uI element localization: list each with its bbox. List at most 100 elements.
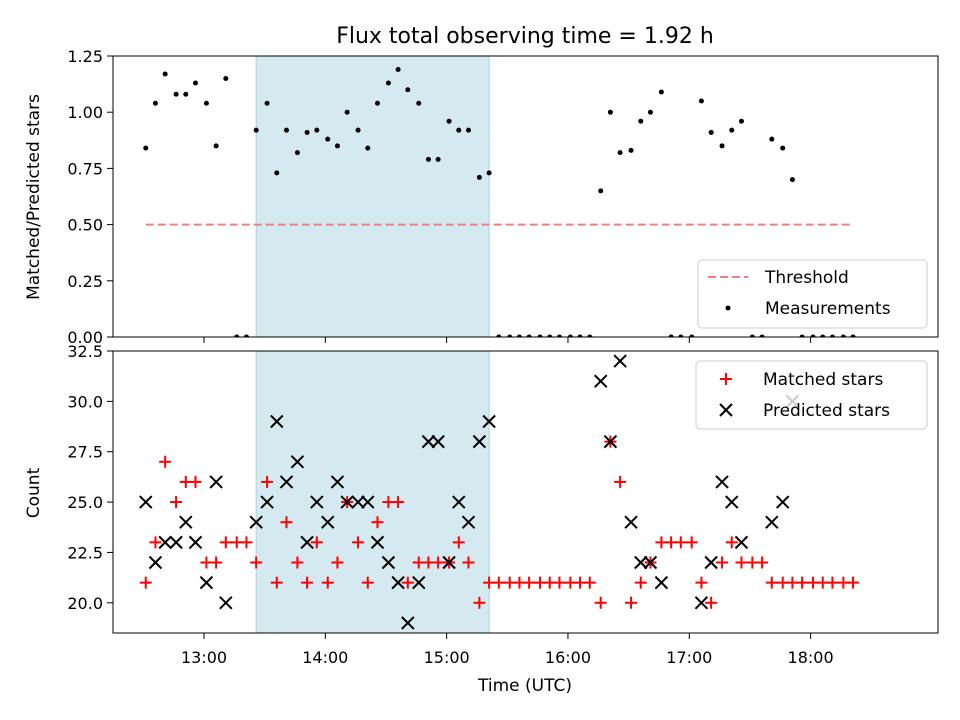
- measurements-point: [243, 334, 249, 337]
- matched-stars-point: [725, 536, 738, 549]
- legend-bottom-frame: [695, 360, 928, 430]
- predicted-stars-point: [270, 414, 284, 429]
- measurements-point: [283, 127, 289, 133]
- matched-stars-point: [371, 516, 384, 529]
- top-plot-area: [143, 66, 856, 337]
- measurements-point: [274, 170, 280, 176]
- bottom-axes-frame: [112, 350, 939, 634]
- bottom-x-tick-label: 16:00: [545, 648, 591, 667]
- matched-stars-point: [674, 536, 687, 549]
- predicted-stars-point: [412, 575, 426, 590]
- measurements-point: [253, 127, 259, 133]
- predicted-stars-point: [158, 535, 172, 550]
- measurements-point: [213, 143, 219, 149]
- matched-stars-point: [139, 576, 152, 589]
- legend-matched-swatch: [720, 373, 732, 385]
- predicted-stars-point: [715, 475, 729, 489]
- predicted-stars-point: [704, 555, 718, 570]
- predicted-stars-point: [381, 555, 396, 570]
- bottom-x-tick-label: 14:00: [302, 648, 348, 667]
- measurements-point: [658, 89, 664, 95]
- predicted-stars-point: [169, 535, 183, 550]
- predicted-stars-point: [603, 434, 618, 449]
- matched-stars-point: [634, 576, 647, 589]
- measurements-point: [355, 127, 361, 133]
- top-y-tick-label: 0.50: [67, 216, 103, 235]
- measurements-point: [749, 334, 755, 337]
- legend-predicted-label: Predicted stars: [763, 401, 890, 421]
- measurements-point: [304, 129, 310, 135]
- predicted-stars-point: [260, 495, 274, 509]
- measurements-point: [850, 334, 856, 337]
- measurements-point: [486, 170, 492, 176]
- measurements-point: [810, 334, 816, 337]
- measurements-point: [496, 334, 502, 337]
- top-y-axis-label: Matched/Predicted stars: [24, 94, 44, 300]
- measurements-point: [193, 80, 198, 86]
- predicted-stars-point: [188, 535, 203, 550]
- measurements-point: [698, 98, 704, 104]
- x-axis-label: Time (UTC): [477, 676, 572, 696]
- predicted-stars-point: [321, 515, 335, 529]
- measurements-point: [385, 80, 391, 86]
- measurements-point: [183, 91, 189, 97]
- measurements-point: [223, 75, 229, 81]
- matched-stars-point: [523, 576, 536, 589]
- predicted-stars-point: [634, 555, 648, 570]
- measurements-point: [647, 109, 653, 115]
- matched-stars-point: [473, 596, 486, 609]
- predicted-stars-point: [209, 475, 223, 489]
- matched-stars-point: [765, 576, 778, 589]
- matched-stars-point: [695, 576, 708, 589]
- matched-stars-point: [392, 496, 405, 509]
- measurements-point: [143, 145, 149, 151]
- bottom-y-tick-label: 20.0: [67, 594, 103, 613]
- measurements-point: [294, 150, 300, 156]
- bottom-observing-span-shade: [255, 350, 490, 634]
- measurements-point: [173, 91, 179, 97]
- predicted-stars-point: [624, 515, 638, 529]
- measurements-point: [507, 334, 513, 337]
- measurements-point: [152, 100, 158, 106]
- matched-stars-point: [432, 556, 445, 569]
- measurements-point: [264, 100, 270, 106]
- predicted-stars-point: [472, 434, 487, 449]
- predicted-stars-point: [361, 495, 375, 509]
- predicted-stars-point: [765, 515, 779, 529]
- measurements-point: [829, 334, 835, 337]
- matched-stars-point: [705, 596, 718, 609]
- matched-stars-point: [594, 596, 607, 609]
- measurements-point: [446, 118, 452, 124]
- measurements-point: [567, 334, 573, 337]
- matched-stars-point: [280, 516, 293, 529]
- measurements-point: [689, 334, 695, 337]
- matched-stars-point: [452, 536, 465, 549]
- top-panel-ratio: 0.00 0.25 0.50 0.75 1.00 1.25: [67, 47, 939, 347]
- measurements-point: [456, 127, 462, 133]
- matched-stars-point: [331, 556, 344, 569]
- measurements-point: [516, 334, 522, 337]
- chart-title: Flux total observing time = 1.92 h: [336, 24, 714, 49]
- matched-stars-point: [210, 556, 223, 569]
- predicted-stars-point: [391, 575, 405, 590]
- matched-stars-point: [170, 496, 183, 509]
- matched-stars-point: [240, 536, 253, 549]
- measurements-point: [789, 177, 795, 183]
- matched-stars-point: [291, 556, 304, 569]
- predicted-stars-point: [421, 434, 436, 449]
- bottom-x-tick-label: 13:00: [181, 648, 227, 667]
- measurements-point: [395, 66, 401, 72]
- measurements-point: [780, 145, 786, 151]
- predicted-stars-point: [139, 495, 153, 509]
- legend-predicted-swatch: [719, 403, 733, 417]
- legend-measurements-label: Measurements: [765, 299, 891, 319]
- measurements-point: [547, 334, 553, 337]
- predicted-stars-point: [401, 616, 415, 630]
- predicted-stars-point: [199, 575, 214, 590]
- measurements-point: [799, 334, 805, 337]
- legend-measurements-swatch: [725, 305, 731, 311]
- measurements-point: [638, 118, 644, 124]
- bottom-y-tick-label: 30.0: [67, 392, 103, 411]
- matched-stars-point: [716, 556, 729, 569]
- matched-stars-point: [462, 556, 475, 569]
